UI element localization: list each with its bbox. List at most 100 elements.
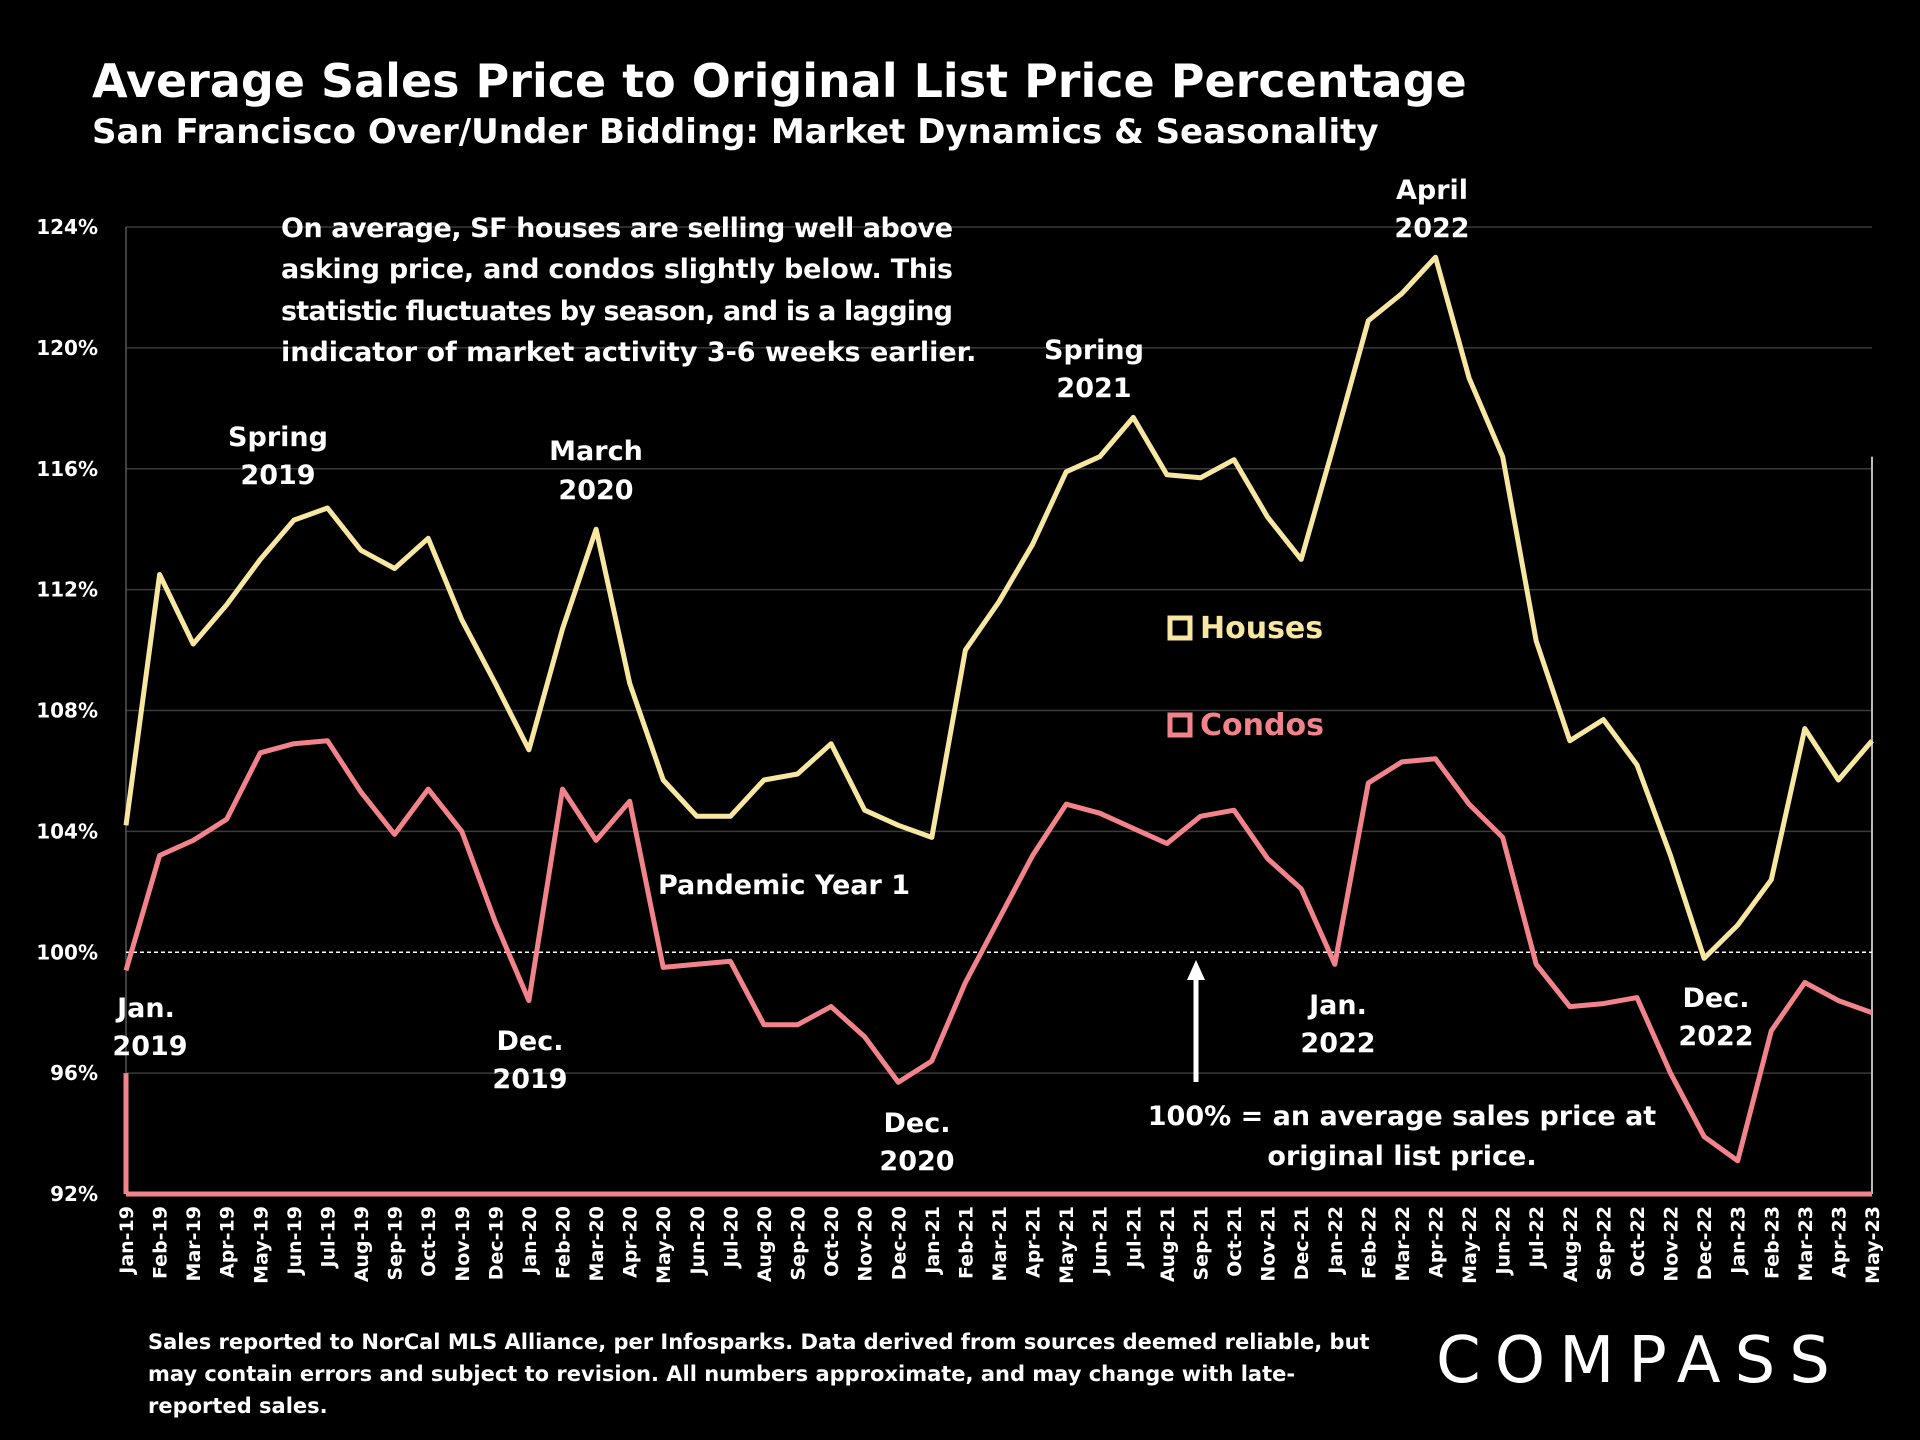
- legend-condos-swatch: [1167, 712, 1193, 738]
- annotation-april-2022-l1: April: [1396, 175, 1468, 206]
- y-tick-label: 100%: [36, 940, 98, 964]
- y-tick-label: 124%: [36, 215, 98, 239]
- annotation-march-2020-l1: March: [549, 436, 643, 467]
- description-line-2: asking price, and condos slightly below.…: [281, 254, 953, 285]
- x-tick-label: Mar-19: [183, 1206, 205, 1281]
- x-tick-label: Apr-22: [1426, 1206, 1448, 1278]
- x-tick-label: Oct-19: [418, 1206, 440, 1277]
- legend-houses-swatch: [1167, 615, 1193, 641]
- annotation-description: On average, SF houses are selling well a…: [281, 213, 976, 368]
- annotation-dec-2019-l1: Dec.: [497, 1026, 564, 1057]
- y-tick-label: 92%: [50, 1182, 98, 1206]
- annotation-jan-2022-l1: Jan.: [1307, 990, 1367, 1021]
- description-line-1: On average, SF houses are selling well a…: [281, 213, 953, 244]
- x-tick-label: Nov-20: [855, 1206, 877, 1282]
- gridlines: [125, 226, 1873, 1194]
- x-tick-label: Feb-23: [1761, 1206, 1783, 1279]
- x-tick-label: May-19: [250, 1206, 272, 1284]
- x-tick-label: May-22: [1459, 1206, 1481, 1284]
- x-tick-label: Aug-22: [1560, 1206, 1582, 1282]
- x-tick-label: Jan-22: [1325, 1206, 1347, 1276]
- x-tick-label: Mar-20: [586, 1206, 608, 1281]
- series-line-condos: [123, 738, 1873, 1164]
- x-tick-label: Jan-21: [922, 1206, 944, 1276]
- annotation-march-2020-l2: 2020: [558, 475, 633, 506]
- chart-subtitle: San Francisco Over/Under Bidding: Market…: [92, 112, 1379, 152]
- x-tick-label: Sep-19: [385, 1206, 407, 1281]
- x-tick-label: Apr-19: [217, 1206, 239, 1278]
- x-tick-label: Nov-22: [1661, 1206, 1683, 1282]
- x-tick-label: Jan-20: [519, 1206, 541, 1276]
- x-tick-label: Sep-20: [788, 1206, 810, 1281]
- x-tick-label: Apr-21: [1023, 1206, 1045, 1278]
- x-tick-label: Mar-21: [989, 1206, 1011, 1281]
- x-tick-label: Feb-21: [955, 1206, 977, 1279]
- legend: Houses Condos: [1167, 611, 1324, 743]
- x-tick-label: Sep-22: [1593, 1206, 1615, 1281]
- x-tick-label: Mar-23: [1795, 1206, 1817, 1281]
- x-tick-label: Aug-20: [754, 1206, 776, 1282]
- x-tick-label: Jul-19: [317, 1206, 339, 1269]
- annotation-jan-2019-l1: Jan.: [115, 993, 175, 1024]
- x-tick-label: Jul-20: [720, 1206, 742, 1269]
- annotation-dec-2022-l2: 2022: [1678, 1021, 1753, 1052]
- x-tick-label: Jul-21: [1123, 1206, 1145, 1269]
- x-tick-label: Sep-21: [1190, 1206, 1212, 1281]
- x-tick-label: Feb-19: [150, 1206, 172, 1279]
- annotation-dec-2019-l2: 2019: [492, 1064, 567, 1095]
- x-tick-label: Oct-21: [1224, 1206, 1246, 1277]
- x-tick-label: Aug-21: [1157, 1206, 1179, 1282]
- annotation-dec-2020-l1: Dec.: [884, 1108, 951, 1139]
- x-tick-label: May-23: [1862, 1206, 1884, 1284]
- x-tick-label: Dec-20: [888, 1206, 910, 1280]
- annotation-april-2022-l2: 2022: [1394, 213, 1469, 244]
- description-line-3: statistic fluctuates by season, and is a…: [281, 296, 953, 327]
- annotation-note-100-l2: original list price.: [1267, 1141, 1536, 1172]
- x-tick-label: Apr-23: [1828, 1206, 1850, 1278]
- x-tick-labels: Jan-19 Feb-19 Mar-19 Apr-19 May-19 Jun-19 Jul-…: [116, 1206, 1884, 1284]
- x-tick-label: May-21: [1056, 1206, 1078, 1284]
- x-tick-label: May-20: [653, 1206, 675, 1284]
- legend-houses-label: Houses: [1200, 611, 1323, 646]
- annotation-spring-2019-l2: 2019: [240, 460, 315, 491]
- x-tick-label: Apr-20: [620, 1206, 642, 1278]
- annotation-spring-2021-l2: 2021: [1056, 373, 1131, 404]
- x-tick-label: Feb-22: [1358, 1206, 1380, 1279]
- x-tick-label: Nov-19: [452, 1206, 474, 1282]
- x-tick-label: Jan-19: [116, 1206, 138, 1276]
- y-tick-label: 108%: [36, 699, 98, 723]
- annotation-dec-2020-l2: 2020: [879, 1146, 954, 1177]
- y-tick-labels: 92% 96% 100% 104% 108% 112% 116% 120% 124%: [36, 215, 98, 1206]
- x-tick-label: Dec-22: [1694, 1206, 1716, 1280]
- annotation-dec-2022-l1: Dec.: [1683, 983, 1750, 1014]
- x-tick-label: Oct-22: [1627, 1206, 1649, 1277]
- footnote: Sales reported to NorCal MLS Alliance, p…: [148, 1330, 1370, 1418]
- chart-title: Average Sales Price to Original List Pri…: [92, 54, 1467, 108]
- y-tick-label: 112%: [36, 578, 98, 602]
- annotation-jan-2022-l2: 2022: [1300, 1028, 1375, 1059]
- series-lines: [123, 254, 1874, 1197]
- y-tick-label: 116%: [36, 457, 98, 481]
- x-tick-label: Feb-20: [553, 1206, 575, 1279]
- x-tick-label: Jun-20: [687, 1206, 709, 1276]
- annotation-jan-2019-l2: 2019: [112, 1031, 187, 1062]
- x-tick-label: Nov-21: [1258, 1206, 1280, 1282]
- y-tick-label: 120%: [36, 336, 98, 360]
- x-tick-label: Dec-21: [1291, 1206, 1313, 1280]
- legend-condos-label: Condos: [1200, 708, 1324, 743]
- y-tick-label: 104%: [36, 819, 98, 843]
- x-tick-label: Jul-22: [1526, 1206, 1548, 1269]
- series-line-houses: [123, 254, 1874, 961]
- annotation-spring-2019-l1: Spring: [228, 422, 328, 453]
- x-tick-label: Oct-20: [821, 1206, 843, 1277]
- annotation-pandemic-year: Pandemic Year 1: [658, 870, 910, 901]
- compass-logo: COMPASS: [1436, 1324, 1844, 1398]
- description-line-4: indicator of market activity 3-6 weeks e…: [281, 337, 976, 368]
- arrow-up-icon: [1187, 960, 1205, 1082]
- x-tick-label: Aug-19: [351, 1206, 373, 1282]
- annotation-note-100-l1: 100% = an average sales price at: [1148, 1101, 1657, 1132]
- x-tick-label: Jun-19: [284, 1206, 306, 1276]
- x-tick-label: Jun-22: [1493, 1206, 1515, 1276]
- y-tick-label: 96%: [50, 1061, 98, 1085]
- x-tick-label: Jun-21: [1090, 1206, 1112, 1276]
